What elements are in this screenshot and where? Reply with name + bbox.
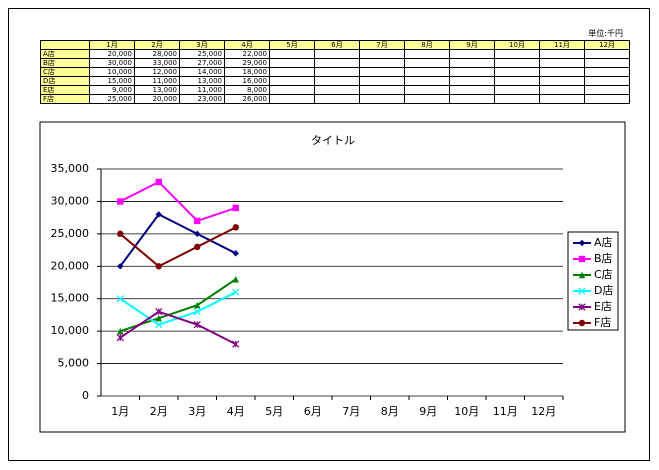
legend-label: F店 — [594, 315, 611, 329]
x-tick-label: 4月 — [227, 405, 245, 418]
x-tick-label: 8月 — [381, 405, 399, 418]
marker — [193, 321, 201, 329]
marker — [232, 288, 240, 296]
marker — [232, 250, 239, 257]
marker — [117, 230, 124, 238]
marker — [578, 271, 586, 279]
legend-label: A店 — [594, 235, 613, 249]
chart-title: タイトル — [311, 134, 355, 147]
marker — [116, 334, 124, 342]
y-tick-label: 5,000 — [58, 357, 90, 370]
marker — [232, 204, 239, 212]
y-tick-label: 0 — [82, 389, 89, 402]
marker — [578, 319, 586, 327]
page-frame — [8, 8, 650, 461]
x-tick-label: 12月 — [531, 405, 556, 418]
data-table: 1月 2月 3月 4月 5月 6月 7月 8月 9月 10月 11月 12月 A店 20,000 28,00… — [40, 40, 630, 104]
x-tick-label: 1月 — [111, 405, 129, 418]
x-tick-label: 6月 — [304, 405, 322, 418]
marker — [578, 303, 586, 311]
marker — [578, 255, 586, 263]
y-tick-label: 35,000 — [51, 162, 90, 175]
marker — [194, 230, 201, 238]
series-line — [119, 226, 237, 268]
marker — [232, 224, 239, 231]
marker — [194, 217, 201, 225]
legend-box — [567, 231, 619, 331]
table-row: D店 15,000 11,000 13,000 16,000 — [40, 76, 630, 86]
series-line — [119, 180, 237, 223]
table-row: F店 25,000 20,000 23,000 26,000 — [40, 94, 630, 104]
y-tick-label: 15,000 — [51, 292, 90, 305]
marker — [193, 308, 201, 316]
marker — [155, 211, 162, 218]
plot-area — [101, 169, 563, 396]
x-tick-label: 11月 — [493, 405, 518, 418]
marker — [116, 295, 124, 303]
series-line — [119, 310, 237, 346]
marker — [155, 178, 162, 186]
x-tick-label: 2月 — [150, 405, 168, 418]
y-tick-label: 30,000 — [51, 194, 90, 207]
marker — [117, 198, 124, 205]
empty-cell — [584, 94, 630, 104]
x-tick-label: 7月 — [342, 405, 360, 418]
y-tick-label: 20,000 — [51, 259, 90, 272]
marker — [155, 314, 162, 322]
marker — [117, 263, 124, 270]
marker — [117, 327, 124, 335]
marker — [194, 243, 201, 251]
table-row: C店 10,000 12,000 14,000 18,000 — [40, 67, 630, 77]
table-row: 1月 2月 3月 4月 5月 6月 7月 8月 9月 10月 11月 12月 — [40, 40, 630, 50]
legend-label: D店 — [594, 283, 613, 297]
marker — [232, 340, 240, 348]
series-line — [119, 213, 237, 267]
x-tick-label: 9月 — [419, 405, 437, 418]
table-row: B店 30,000 33,000 27,000 29,000 — [40, 58, 630, 68]
marker — [194, 302, 201, 309]
marker — [155, 308, 163, 316]
x-tick-label: 5月 — [265, 405, 283, 418]
unit-label: 単位:千円 — [588, 29, 623, 38]
y-tick-label: 25,000 — [51, 227, 90, 240]
marker — [578, 239, 586, 247]
marker — [578, 287, 586, 295]
marker — [155, 321, 163, 329]
legend-label: C店 — [594, 267, 613, 281]
legend-label: B店 — [594, 251, 613, 265]
legend-label: E店 — [594, 299, 612, 313]
y-tick-label: 10,000 — [51, 324, 90, 337]
x-tick-label: 3月 — [188, 405, 206, 418]
x-tick-label: 10月 — [454, 405, 479, 418]
marker — [155, 263, 162, 270]
marker — [232, 276, 239, 283]
